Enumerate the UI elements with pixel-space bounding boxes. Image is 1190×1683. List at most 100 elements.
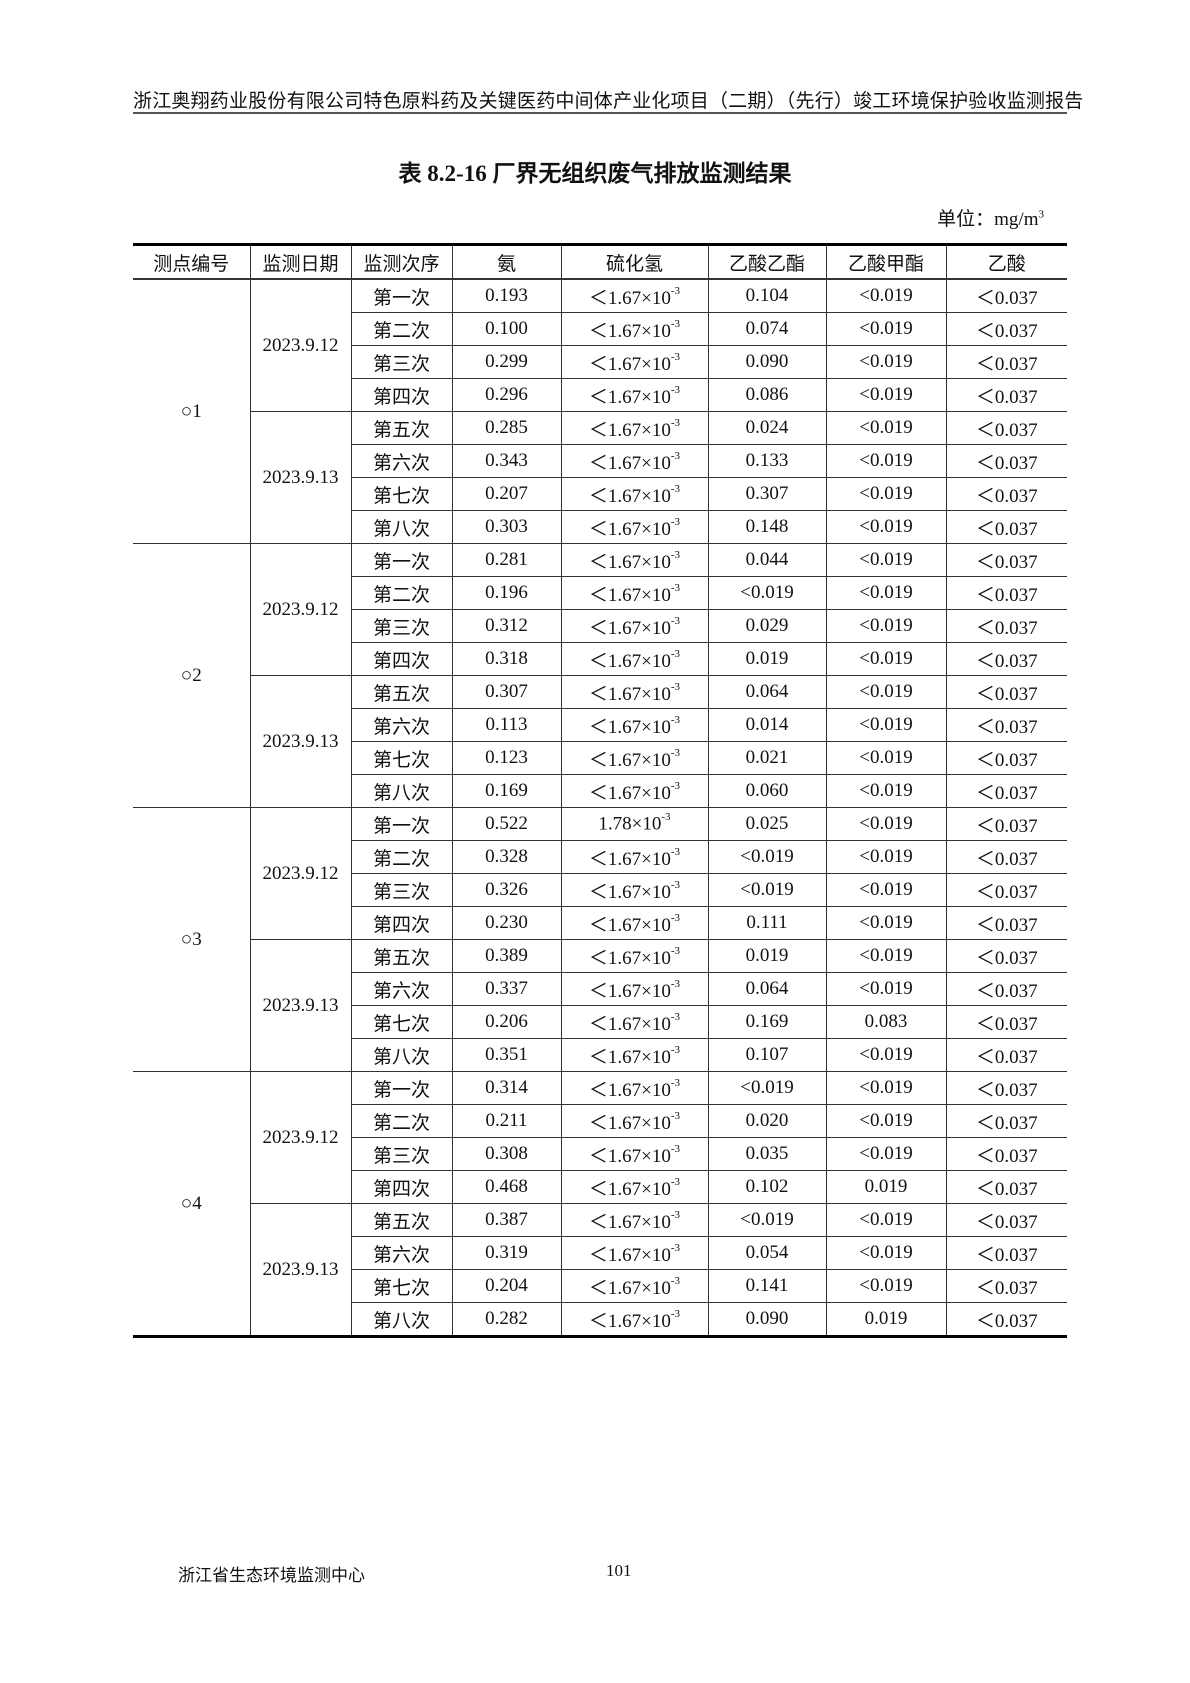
column-header: 乙酸 <box>945 244 1067 280</box>
h2s-exponent: -3 <box>661 810 671 823</box>
h2s-base: ＜1.67×10 <box>588 1013 671 1035</box>
ethyl-acetate-cell: 0.025 <box>707 807 827 841</box>
acetic-acid-cell: ＜0.037 <box>945 774 1067 808</box>
ammonia-cell: 0.230 <box>451 906 562 940</box>
sequence-cell: 第二次 <box>351 312 453 346</box>
acetic-acid-cell: ＜0.037 <box>945 444 1067 478</box>
acetic-acid-cell: ＜0.037 <box>945 543 1067 577</box>
ammonia-cell: 0.113 <box>451 708 562 742</box>
hydrogen-sulfide-cell: ＜1.67×10-3 <box>560 873 709 907</box>
sequence-cell: 第三次 <box>351 609 453 643</box>
h2s-exponent: -3 <box>670 879 681 892</box>
ethyl-acetate-cell: 0.014 <box>707 708 827 742</box>
column-header: 乙酸乙酯 <box>707 244 827 280</box>
ammonia-cell: 0.318 <box>451 642 562 676</box>
table-row: 第八次 0.303 ＜1.67×10-3 0.148 <0.019 ＜0.037 <box>133 510 1067 544</box>
column-header: 监测次序 <box>350 244 453 280</box>
methyl-acetate-cell: <0.019 <box>825 576 947 610</box>
ethyl-acetate-cell: 0.054 <box>707 1236 827 1270</box>
h2s-exponent: -3 <box>670 1044 681 1057</box>
sequence-cell: 第一次 <box>350 1071 453 1105</box>
ammonia-cell: 0.351 <box>451 1038 562 1072</box>
ethyl-acetate-cell: 0.111 <box>707 906 827 940</box>
sequence-cell: 第七次 <box>351 741 453 775</box>
ammonia-cell: 0.328 <box>451 840 562 874</box>
sequence-cell: 第三次 <box>351 873 453 907</box>
ammonia-cell: 0.123 <box>451 741 562 775</box>
date-cell: 2023.9.12 <box>249 1071 352 1204</box>
monitoring-results-table: 测点编号 监测日期 监测次序氨硫化氢 乙酸乙酯 乙酸甲酯 乙酸 ○1 2023.9.12 第一… <box>133 243 1067 1338</box>
hydrogen-sulfide-cell: ＜1.67×10-3 <box>560 1170 709 1204</box>
ethyl-acetate-cell: 0.019 <box>707 939 827 973</box>
ethyl-acetate-cell: 0.086 <box>707 378 827 412</box>
sequence-cell: 第八次 <box>351 1302 453 1337</box>
acetic-acid-cell: ＜0.037 <box>945 312 1067 346</box>
ammonia-cell: 0.193 <box>451 278 562 313</box>
hydrogen-sulfide-cell: ＜1.67×10-3 <box>560 708 709 742</box>
acetic-acid-cell: ＜0.037 <box>945 939 1067 973</box>
table-row: 第四次 0.468 ＜1.67×10-3 0.102 0.019 ＜0.037 <box>133 1170 1067 1204</box>
column-header: 硫化氢 <box>560 244 709 280</box>
h2s-exponent: -3 <box>670 1275 681 1288</box>
date-cell: 2023.9.13 <box>250 1203 352 1337</box>
methyl-acetate-cell: <0.019 <box>825 741 947 775</box>
h2s-base: ＜1.67×10 <box>588 848 671 870</box>
ammonia-cell: 0.169 <box>451 774 562 808</box>
table-body: ○1 2023.9.12 第一次 0.193 ＜1.67×10-3 0.104 <0.019… <box>133 278 1067 1337</box>
methyl-acetate-cell: <0.019 <box>825 873 947 907</box>
methyl-acetate-cell: <0.019 <box>825 906 947 940</box>
h2s-base: ＜1.67×10 <box>588 617 671 639</box>
h2s-base: ＜1.67×10 <box>588 419 671 441</box>
hydrogen-sulfide-cell: ＜1.67×10-3 <box>560 1137 709 1171</box>
acetic-acid-cell: ＜0.037 <box>945 807 1067 841</box>
hydrogen-sulfide-cell: ＜1.67×10-3 <box>560 510 709 544</box>
hydrogen-sulfide-cell: ＜1.67×10-3 <box>560 576 709 610</box>
acetic-acid-cell: ＜0.037 <box>945 972 1067 1006</box>
date-cell: 2023.9.12 <box>249 543 352 676</box>
ethyl-acetate-cell: 0.133 <box>707 444 827 478</box>
h2s-exponent: -3 <box>670 318 681 331</box>
ethyl-acetate-cell: 0.141 <box>707 1269 827 1303</box>
sequence-cell: 第七次 <box>351 1269 453 1303</box>
ammonia-cell: 0.337 <box>451 972 562 1006</box>
ethyl-acetate-cell: 0.021 <box>707 741 827 775</box>
table-row: ○3 2023.9.12 第一次 0.522 1.78×10-3 0.025 <0.019 ＜… <box>133 807 1067 1072</box>
methyl-acetate-cell: <0.019 <box>825 1104 947 1138</box>
methyl-acetate-cell: 0.019 <box>825 1170 947 1204</box>
ammonia-cell: 0.281 <box>451 543 562 577</box>
acetic-acid-cell: ＜0.037 <box>945 1038 1067 1072</box>
h2s-base: ＜1.67×10 <box>588 353 671 375</box>
ethyl-acetate-cell: 0.024 <box>707 411 827 445</box>
hydrogen-sulfide-cell: ＜1.67×10-3 <box>560 939 709 973</box>
acetic-acid-cell: ＜0.037 <box>945 1071 1067 1105</box>
hydrogen-sulfide-cell: ＜1.67×10-3 <box>560 1038 709 1072</box>
acetic-acid-cell: ＜0.037 <box>945 1236 1067 1270</box>
acetic-acid-cell: ＜0.037 <box>945 510 1067 544</box>
ethyl-acetate-cell: <0.019 <box>707 1071 827 1105</box>
h2s-base: ＜1.67×10 <box>588 1046 671 1068</box>
ammonia-cell: 0.207 <box>451 477 562 511</box>
table-row: 第二次 0.211 ＜1.67×10-3 0.020 <0.019 ＜0.037 <box>133 1104 1067 1138</box>
acetic-acid-cell: ＜0.037 <box>945 642 1067 676</box>
h2s-base: ＜1.67×10 <box>588 947 671 969</box>
ammonia-cell: 0.100 <box>451 312 562 346</box>
methyl-acetate-cell: <0.019 <box>825 609 947 643</box>
ethyl-acetate-cell: <0.019 <box>707 873 827 907</box>
h2s-exponent: -3 <box>670 714 681 727</box>
acetic-acid-cell: ＜0.037 <box>945 840 1067 874</box>
table-row: 第三次 0.308 ＜1.67×10-3 0.035 <0.019 ＜0.037 <box>133 1137 1067 1171</box>
ammonia-cell: 0.387 <box>451 1203 562 1237</box>
methyl-acetate-cell: <0.019 <box>825 1236 947 1270</box>
ammonia-cell: 0.308 <box>451 1137 562 1171</box>
hydrogen-sulfide-cell: ＜1.67×10-3 <box>560 278 709 313</box>
acetic-acid-cell: ＜0.037 <box>945 1104 1067 1138</box>
ammonia-cell: 0.326 <box>451 873 562 907</box>
ethyl-acetate-cell: 0.035 <box>707 1137 827 1171</box>
table-row: 2023.9.13 第五次 0.307 ＜1.67×10-3 0.064 <0.019 ＜0… <box>133 675 1067 808</box>
sequence-cell: 第一次 <box>350 807 453 841</box>
page-number: 101 <box>606 1561 632 1580</box>
table-row: 2023.9.13 第五次 0.285 ＜1.67×10-3 0.024 <0.019 ＜0… <box>133 411 1067 544</box>
hydrogen-sulfide-cell: ＜1.67×10-3 <box>560 906 709 940</box>
methyl-acetate-cell: 0.019 <box>825 1302 947 1337</box>
h2s-base: ＜1.67×10 <box>588 1310 671 1332</box>
